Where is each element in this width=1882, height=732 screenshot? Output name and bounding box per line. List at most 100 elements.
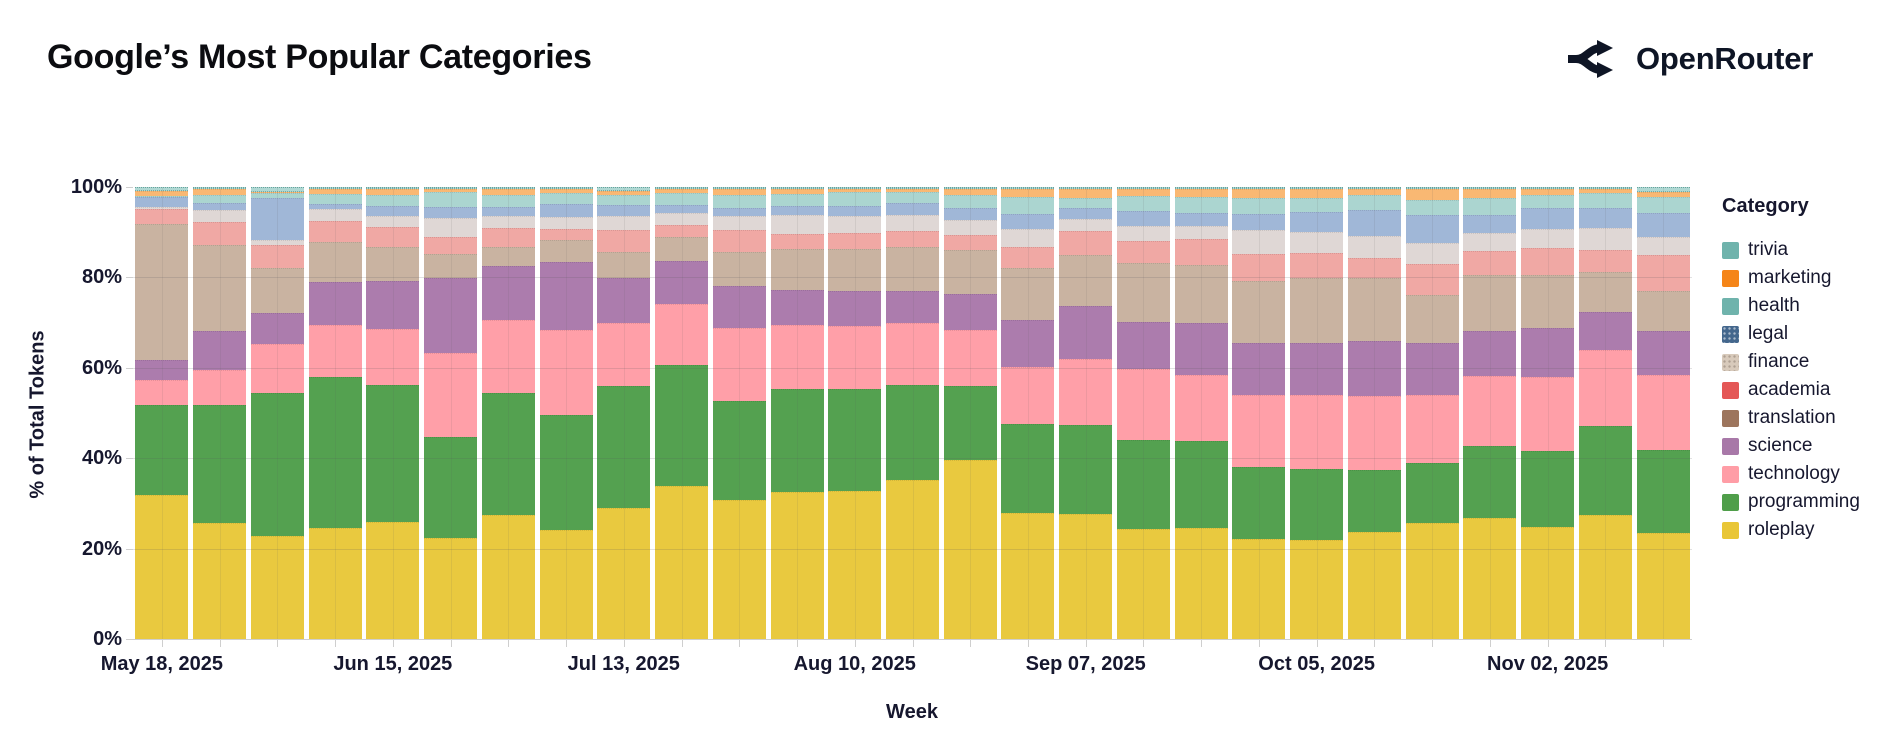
bar-week-sep-28-2025[interactable] bbox=[1232, 187, 1286, 639]
bar-segment-programming[interactable] bbox=[250, 393, 304, 537]
bar-segment-legal[interactable] bbox=[481, 207, 535, 217]
bar-segment-science[interactable] bbox=[597, 277, 651, 324]
bar-segment-translation[interactable] bbox=[886, 246, 939, 291]
bar-segment-trivia[interactable] bbox=[539, 187, 593, 190]
bar-segment-translation[interactable] bbox=[366, 247, 420, 281]
bar-week-jun-08-2025[interactable] bbox=[308, 187, 362, 639]
bar-segment-health[interactable] bbox=[135, 196, 189, 198]
bar-segment-finance[interactable] bbox=[712, 216, 766, 231]
bar-segment-trivia[interactable] bbox=[597, 187, 651, 192]
bar-segment-academia[interactable] bbox=[1521, 247, 1575, 276]
bar-segment-science[interactable] bbox=[1578, 311, 1632, 351]
bar-segment-finance[interactable] bbox=[193, 210, 247, 222]
bar-segment-legal[interactable] bbox=[250, 197, 304, 240]
bar-segment-health[interactable] bbox=[1290, 197, 1344, 213]
bar-segment-trivia[interactable] bbox=[1347, 187, 1401, 190]
bar-segment-trivia[interactable] bbox=[1405, 187, 1459, 190]
bar-segment-marketing[interactable] bbox=[943, 189, 997, 195]
bar-segment-translation[interactable] bbox=[1347, 278, 1401, 342]
bar-segment-legal[interactable] bbox=[655, 205, 709, 213]
bar-segment-marketing[interactable] bbox=[1232, 189, 1286, 199]
bar-segment-health[interactable] bbox=[1116, 196, 1170, 212]
bar-segment-translation[interactable] bbox=[1578, 271, 1632, 312]
bar-segment-trivia[interactable] bbox=[193, 187, 247, 189]
bar-segment-health[interactable] bbox=[308, 193, 362, 204]
bar-segment-science[interactable] bbox=[1636, 330, 1690, 376]
bar-segment-trivia[interactable] bbox=[1636, 187, 1690, 192]
bar-segment-finance[interactable] bbox=[655, 212, 709, 225]
bar-week-jun-29-2025[interactable] bbox=[481, 187, 535, 639]
bar-segment-roleplay[interactable] bbox=[366, 521, 420, 639]
bar-segment-trivia[interactable] bbox=[1232, 187, 1286, 190]
bar-segment-trivia[interactable] bbox=[481, 187, 535, 189]
bar-segment-academia[interactable] bbox=[1001, 246, 1055, 268]
bar-segment-programming[interactable] bbox=[1578, 426, 1632, 516]
bar-segment-health[interactable] bbox=[481, 194, 535, 208]
bar-segment-trivia[interactable] bbox=[424, 187, 478, 189]
bar-segment-finance[interactable] bbox=[308, 208, 362, 222]
bar-segment-finance[interactable] bbox=[1059, 218, 1113, 231]
bar-segment-programming[interactable] bbox=[712, 401, 766, 501]
bar-segment-academia[interactable] bbox=[886, 231, 939, 247]
bar-segment-programming[interactable] bbox=[308, 377, 362, 528]
bar-week-oct-19-2025[interactable] bbox=[1405, 187, 1459, 639]
bar-segment-roleplay[interactable] bbox=[1290, 539, 1344, 639]
bar-segment-finance[interactable] bbox=[366, 215, 420, 228]
bar-week-aug-31-2025[interactable] bbox=[1001, 187, 1055, 639]
bar-segment-academia[interactable] bbox=[828, 233, 882, 249]
bar-segment-academia[interactable] bbox=[1290, 253, 1344, 279]
bar-segment-science[interactable] bbox=[828, 291, 882, 326]
bar-segment-legal[interactable] bbox=[770, 205, 824, 216]
bar-segment-marketing[interactable] bbox=[1290, 189, 1344, 198]
bar-segment-science[interactable] bbox=[1405, 342, 1459, 395]
bar-segment-trivia[interactable] bbox=[1116, 187, 1170, 189]
bar-segment-programming[interactable] bbox=[481, 393, 535, 515]
bar-segment-finance[interactable] bbox=[135, 207, 189, 209]
bar-segment-translation[interactable] bbox=[424, 254, 478, 278]
bar-segment-programming[interactable] bbox=[655, 364, 709, 487]
bar-segment-roleplay[interactable] bbox=[943, 459, 997, 639]
bar-segment-academia[interactable] bbox=[1347, 258, 1401, 279]
bar-segment-roleplay[interactable] bbox=[1463, 518, 1517, 639]
bar-segment-roleplay[interactable] bbox=[597, 507, 651, 639]
bar-segment-finance[interactable] bbox=[1174, 225, 1228, 240]
bar-segment-legal[interactable] bbox=[1290, 212, 1344, 232]
bar-segment-translation[interactable] bbox=[655, 237, 709, 261]
bar-segment-science[interactable] bbox=[655, 260, 709, 305]
bar-segment-marketing[interactable] bbox=[1001, 189, 1055, 198]
bar-segment-marketing[interactable] bbox=[886, 189, 939, 192]
bar-segment-academia[interactable] bbox=[1463, 251, 1517, 276]
bar-segment-trivia[interactable] bbox=[135, 187, 189, 192]
bar-segment-science[interactable] bbox=[770, 289, 824, 326]
bar-segment-finance[interactable] bbox=[1521, 229, 1575, 248]
bar-week-jul-20-2025[interactable] bbox=[655, 187, 709, 639]
bar-segment-translation[interactable] bbox=[539, 240, 593, 263]
bar-segment-translation[interactable] bbox=[1463, 275, 1517, 332]
bar-segment-technology[interactable] bbox=[1636, 375, 1690, 451]
bar-segment-trivia[interactable] bbox=[250, 186, 304, 192]
bar-segment-health[interactable] bbox=[1059, 198, 1113, 208]
bar-segment-programming[interactable] bbox=[1232, 466, 1286, 539]
bar-segment-finance[interactable] bbox=[1578, 227, 1632, 250]
bar-segment-academia[interactable] bbox=[1174, 239, 1228, 265]
bar-segment-academia[interactable] bbox=[250, 244, 304, 268]
bar-segment-programming[interactable] bbox=[943, 385, 997, 460]
bar-segment-health[interactable] bbox=[366, 195, 420, 207]
bar-segment-technology[interactable] bbox=[1232, 395, 1286, 467]
bar-segment-finance[interactable] bbox=[1636, 236, 1690, 255]
bar-segment-trivia[interactable] bbox=[1463, 187, 1517, 189]
bar-segment-health[interactable] bbox=[886, 191, 939, 203]
bar-segment-translation[interactable] bbox=[1405, 295, 1459, 343]
bar-segment-health[interactable] bbox=[1174, 197, 1228, 213]
bar-segment-trivia[interactable] bbox=[1521, 187, 1575, 190]
bar-segment-finance[interactable] bbox=[539, 216, 593, 229]
bar-segment-technology[interactable] bbox=[597, 323, 651, 387]
bar-segment-legal[interactable] bbox=[1463, 214, 1517, 233]
bar-segment-translation[interactable] bbox=[597, 252, 651, 278]
bar-segment-health[interactable] bbox=[1347, 195, 1401, 210]
bar-segment-marketing[interactable] bbox=[1578, 189, 1632, 193]
bar-segment-marketing[interactable] bbox=[828, 188, 882, 192]
bar-segment-finance[interactable] bbox=[250, 239, 304, 245]
bar-week-aug-17-2025[interactable] bbox=[886, 187, 939, 639]
bar-segment-finance[interactable] bbox=[886, 214, 939, 232]
